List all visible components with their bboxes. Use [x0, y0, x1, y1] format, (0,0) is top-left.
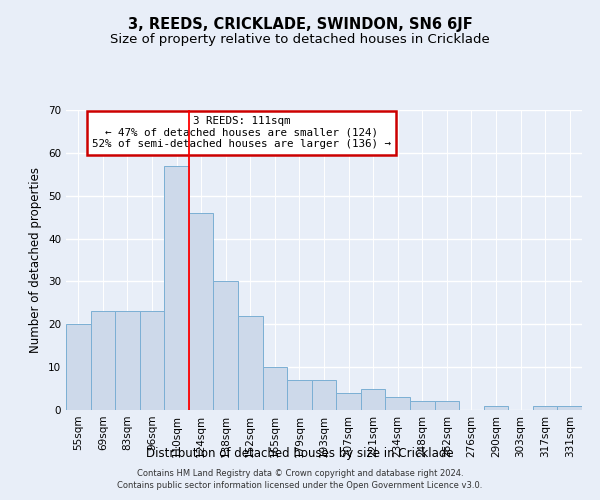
- Bar: [484, 406, 508, 410]
- Text: Size of property relative to detached houses in Cricklade: Size of property relative to detached ho…: [110, 32, 490, 46]
- Bar: [336, 393, 361, 410]
- Text: Contains public sector information licensed under the Open Government Licence v3: Contains public sector information licen…: [118, 481, 482, 490]
- Bar: [557, 406, 582, 410]
- Bar: [287, 380, 312, 410]
- Bar: [91, 312, 115, 410]
- Bar: [410, 402, 434, 410]
- Bar: [263, 367, 287, 410]
- Bar: [385, 397, 410, 410]
- Bar: [312, 380, 336, 410]
- Bar: [66, 324, 91, 410]
- Bar: [115, 312, 140, 410]
- Text: 3, REEDS, CRICKLADE, SWINDON, SN6 6JF: 3, REEDS, CRICKLADE, SWINDON, SN6 6JF: [128, 18, 472, 32]
- Bar: [533, 406, 557, 410]
- Bar: [214, 282, 238, 410]
- Bar: [140, 312, 164, 410]
- Text: Contains HM Land Registry data © Crown copyright and database right 2024.: Contains HM Land Registry data © Crown c…: [137, 468, 463, 477]
- Bar: [238, 316, 263, 410]
- Bar: [164, 166, 189, 410]
- Bar: [434, 402, 459, 410]
- Text: 3 REEDS: 111sqm
← 47% of detached houses are smaller (124)
52% of semi-detached : 3 REEDS: 111sqm ← 47% of detached houses…: [92, 116, 391, 149]
- Bar: [361, 388, 385, 410]
- Y-axis label: Number of detached properties: Number of detached properties: [29, 167, 43, 353]
- Bar: [189, 213, 214, 410]
- Text: Distribution of detached houses by size in Cricklade: Distribution of detached houses by size …: [146, 448, 454, 460]
